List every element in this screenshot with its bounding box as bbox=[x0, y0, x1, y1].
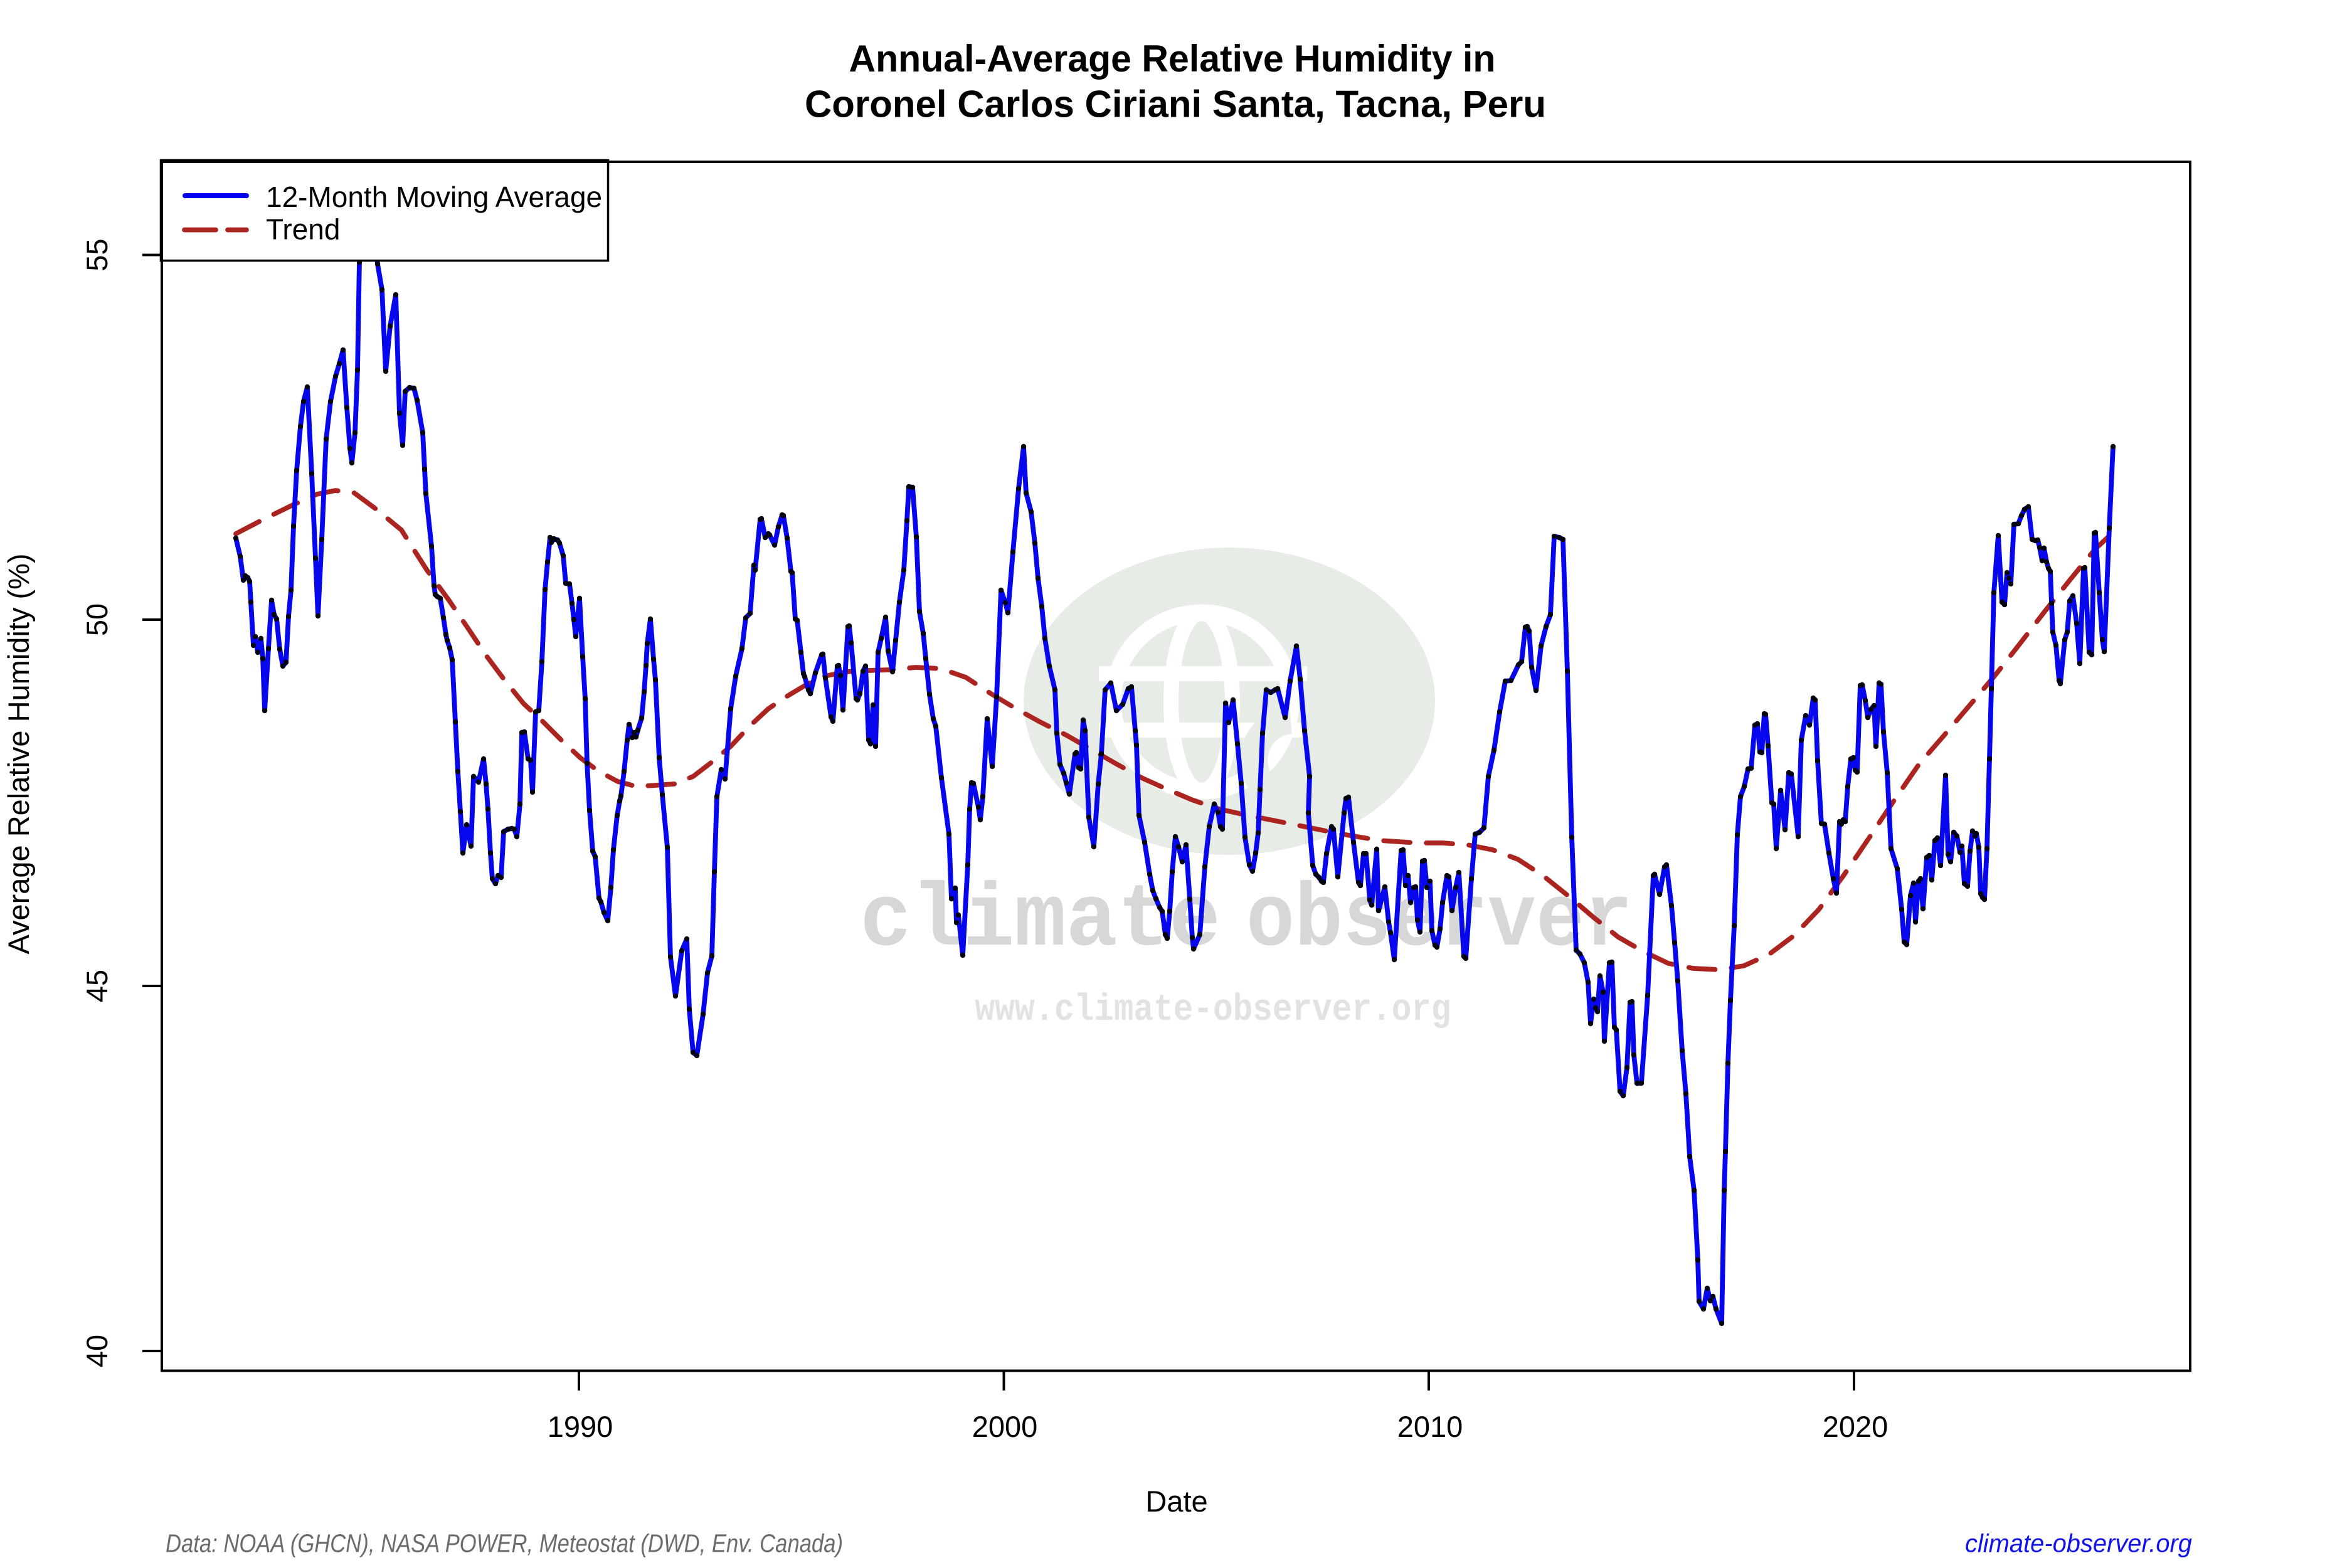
svg-text:55: 55 bbox=[80, 238, 114, 271]
svg-text:45: 45 bbox=[80, 970, 114, 1002]
svg-text:Data: NOAA (GHCN), NASA POWER,: Data: NOAA (GHCN), NASA POWER, Meteostat… bbox=[166, 1529, 843, 1558]
svg-text:50: 50 bbox=[80, 603, 114, 636]
svg-text:climate-observer.org: climate-observer.org bbox=[1965, 1529, 2192, 1558]
svg-text:2000: 2000 bbox=[972, 1410, 1038, 1443]
svg-text:2010: 2010 bbox=[1397, 1410, 1463, 1443]
svg-text:2020: 2020 bbox=[1823, 1410, 1888, 1443]
svg-text:Annual-Average Relative Humidi: Annual-Average Relative Humidity in bbox=[849, 38, 1496, 80]
svg-text:climate: climate bbox=[860, 871, 1221, 972]
svg-text:1990: 1990 bbox=[548, 1410, 613, 1443]
svg-text:40: 40 bbox=[80, 1335, 114, 1367]
svg-text:www.climate-observer.org: www.climate-observer.org bbox=[975, 989, 1451, 1032]
svg-text:12-Month Moving Average: 12-Month Moving Average bbox=[266, 181, 602, 213]
svg-text:Average Relative Humidity (%): Average Relative Humidity (%) bbox=[2, 553, 35, 954]
svg-text:Trend: Trend bbox=[266, 213, 340, 246]
svg-text:Coronel Carlos Ciriani Santa,: Coronel Carlos Ciriani Santa, Tacna, Per… bbox=[805, 83, 1546, 125]
svg-text:Date: Date bbox=[1145, 1485, 1207, 1518]
